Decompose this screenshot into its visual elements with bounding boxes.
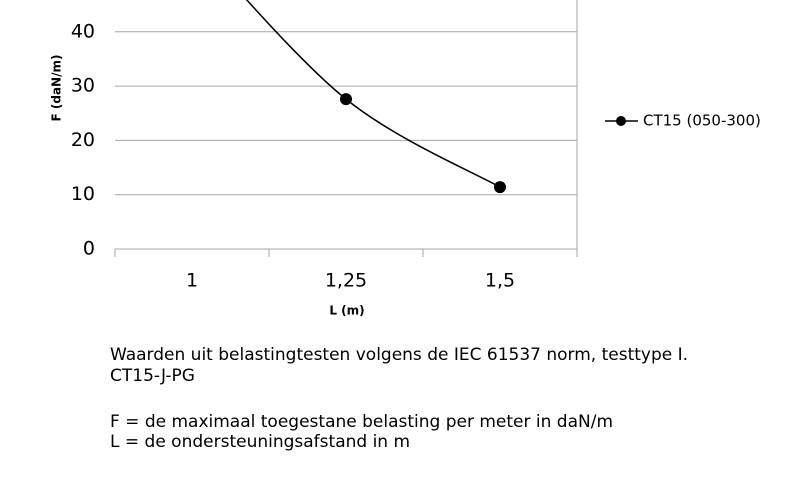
x-tick-label: 1,5 (485, 270, 515, 292)
legend-marker (616, 116, 626, 126)
plot (245, 0, 506, 194)
y-tick-label: 20 (71, 129, 95, 151)
y-tick-label: 30 (71, 75, 95, 97)
x-axis-label: L (m) (329, 304, 364, 318)
x-tick-label: 1 (186, 270, 198, 292)
y-axis-label: F (daN/m) (50, 55, 64, 122)
note: CT15-J-PG (110, 366, 195, 386)
legend-label: CT15 (050-300) (643, 112, 761, 130)
data-point (340, 93, 352, 106)
y-tick-label: 0 (83, 238, 95, 260)
x-tick-label: 1,25 (325, 270, 367, 292)
y-tick-label: 10 (71, 183, 95, 205)
note: L = de ondersteuningsafstand in m (110, 432, 410, 452)
note: F = de maximaal toegestane belasting per… (110, 412, 613, 432)
note: Waarden uit belastingtesten volgens de I… (110, 345, 688, 365)
y-tick-label: 40 (71, 20, 95, 42)
data-point (494, 181, 506, 194)
